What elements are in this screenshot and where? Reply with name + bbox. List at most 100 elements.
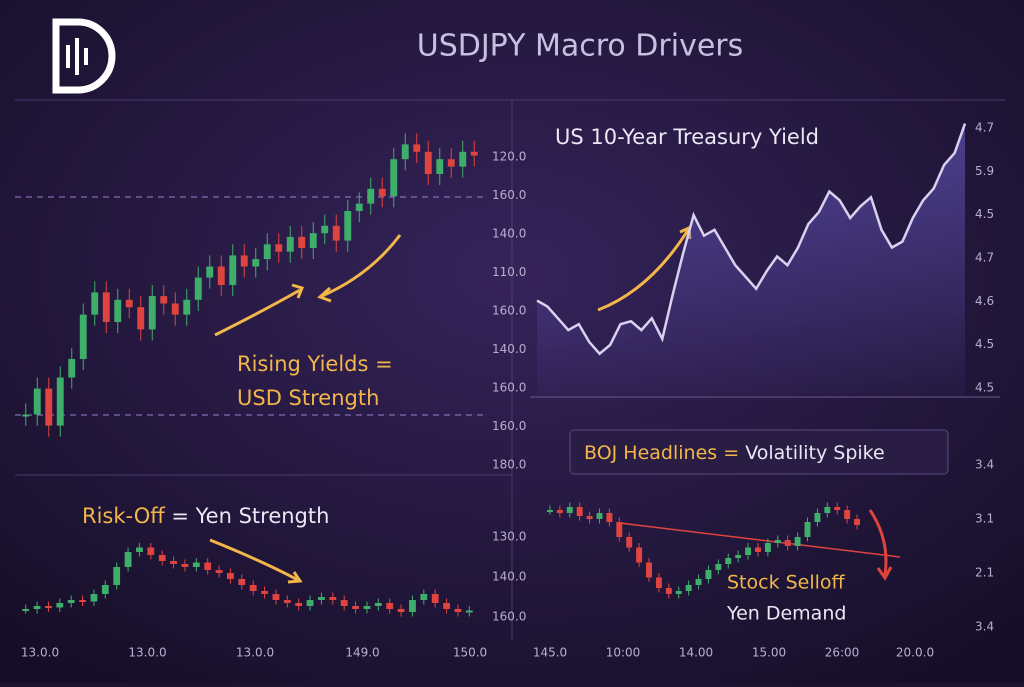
x-axis-label: 149.0 [345,646,379,660]
candle [181,564,189,567]
candle [374,603,382,606]
candle [675,591,682,594]
x-axis-label: 13.0.0 [21,646,59,660]
y-axis-label: 140.0 [492,342,526,356]
candle [431,594,439,603]
logo [52,18,116,94]
y-axis-label: 130.0 [492,530,526,544]
candle [252,259,260,267]
headline-highlight: BOJ Headlines = [584,442,739,464]
y-axis-label: 160.0 [492,419,526,433]
candle [318,597,325,600]
annotation: Stock Selloff [727,572,846,594]
candle [596,513,603,519]
annotation-text: = Yen Strength [171,504,329,528]
candle [409,600,416,612]
x-axis-label: 26:00 [825,646,860,660]
y-axis-label: 160.0 [492,610,526,624]
x-axis-label: 14.00 [679,646,713,660]
candle [344,211,352,241]
annotation: Risk-Off = Yen Strength [82,504,329,528]
candle [378,188,386,197]
candle [91,292,99,315]
candle [56,603,64,608]
candle [22,414,30,417]
candle [424,151,432,174]
candle [436,159,444,174]
candle [386,603,394,609]
candle [725,558,732,564]
candle [774,540,781,543]
candle [125,299,133,308]
y-axis-label: 5.9 [975,164,994,178]
candle [45,388,53,426]
candle [229,255,237,285]
candle [340,600,348,606]
candle [854,519,861,525]
candle [397,609,405,612]
candle [171,303,179,315]
candle [124,552,132,567]
candle [413,144,421,152]
candle [45,606,52,608]
candle [705,570,712,579]
y-axis-label: 160.0 [492,304,526,318]
headline: BOJ Headlines = Volatility Spike [584,442,885,464]
candle [332,225,340,241]
candle [447,159,455,167]
candle [794,537,801,546]
candle [148,296,156,330]
annotation-highlight: Risk-Off [82,504,165,528]
candle [306,600,314,606]
candle [194,277,202,300]
title: USDJPY Macro Drivers [417,29,744,64]
candle [465,610,473,613]
candle [217,266,225,285]
candle [784,540,791,546]
candle [192,562,200,567]
candle [355,203,363,211]
x-axis-label: 145.0 [533,646,567,660]
candle [215,570,223,573]
candle [249,585,257,591]
candle [454,609,462,612]
candle [329,597,337,600]
candle [626,537,633,548]
candle [616,522,623,537]
candle [390,159,398,197]
candle [240,255,248,267]
candle [606,513,613,522]
candle [764,543,771,552]
candle [566,507,573,513]
candle [101,585,109,594]
candle [321,225,329,234]
x-axis-label: 13.0.0 [236,646,274,660]
candle [844,510,851,519]
candle [685,585,692,591]
y-axis-label: 3.4 [975,620,994,634]
candle [665,588,672,594]
y-axis-label: 4.5 [975,381,994,395]
candle [834,507,841,510]
chart-title: US 10-Year Treasury Yield [555,125,819,149]
candle [68,359,76,378]
candle [22,609,30,611]
candle [67,600,75,603]
yield-line [536,123,967,356]
candle [636,547,643,563]
candle [283,600,291,603]
yield-area [537,123,965,395]
y-axis-label: 4.7 [975,251,994,265]
x-axis-label: 10:00 [606,646,641,660]
y-axis-label: 4.7 [975,121,994,135]
candle [147,547,155,555]
candle [755,547,761,552]
x-axis-label: 15.00 [752,646,786,660]
candle [79,314,87,359]
candle [745,547,752,555]
annotation: USD Strength [237,386,379,410]
candle [715,564,722,570]
candle [309,233,317,248]
y-axis-label: 140.0 [492,227,526,241]
